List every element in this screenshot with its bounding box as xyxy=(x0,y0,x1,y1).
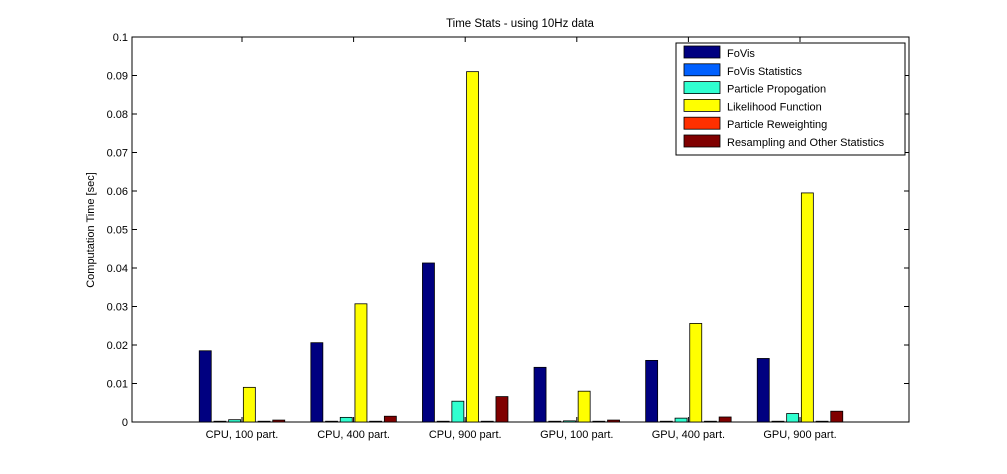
legend-swatch xyxy=(683,116,721,130)
y-tick-label: 0.06 xyxy=(107,186,128,198)
legend-label: Resampling and Other Statistics xyxy=(727,137,885,149)
bar-fovis-1 xyxy=(310,342,324,423)
bar-likelihood-function-2 xyxy=(466,71,479,423)
bar-particle-reweighting-0 xyxy=(257,420,271,423)
legend-swatch xyxy=(683,134,721,148)
bar-resampling-and-other-statistics-0 xyxy=(272,419,286,423)
bar-likelihood-function-3 xyxy=(577,390,591,423)
y-tick-label: 0.08 xyxy=(107,109,128,121)
bar-particle-propogation-1 xyxy=(339,416,353,423)
x-tick-label: GPU, 400 part. xyxy=(652,429,725,441)
bar-fovis-3 xyxy=(533,366,547,423)
bar-resampling-and-other-statistics-5 xyxy=(830,410,844,423)
y-axis-label: Computation Time [sec] xyxy=(85,172,97,288)
legend-label: FoVis xyxy=(727,48,755,60)
y-tick-label: 0.04 xyxy=(107,263,128,275)
bar-resampling-and-other-statistics-4 xyxy=(718,416,732,423)
legend-swatch xyxy=(683,81,721,94)
y-tick-label: 0.1 xyxy=(113,32,128,44)
legend-label: FoVis Statistics xyxy=(727,66,802,78)
bar-particle-propogation-3 xyxy=(563,420,576,423)
bar-particle-reweighting-1 xyxy=(369,420,383,423)
x-tick-label: GPU, 900 part. xyxy=(763,429,836,441)
y-tick-label: 0.02 xyxy=(107,340,128,352)
bar-particle-reweighting-3 xyxy=(592,420,606,423)
legend-label: Particle Propogation xyxy=(727,84,826,96)
bar-likelihood-function-1 xyxy=(354,303,368,423)
bar-series-group xyxy=(198,71,844,423)
x-tick-label: CPU, 400 part. xyxy=(317,429,390,441)
y-tick-label: 0.01 xyxy=(107,379,128,391)
bar-resampling-and-other-statistics-1 xyxy=(383,415,397,423)
bar-fovis-4 xyxy=(645,359,659,423)
y-tick-label: 0.05 xyxy=(107,225,128,237)
bar-particle-propogation-4 xyxy=(674,417,688,423)
bar-particle-reweighting-2 xyxy=(480,420,494,423)
y-axis: 0 0.01 0.02 0.03 0.04 0.05 0.06 0.07 0.08 0.09 0.1 xyxy=(107,32,909,429)
bar-fovis-statistics-5 xyxy=(771,420,785,423)
y-tick-label: 0.07 xyxy=(107,148,128,160)
bar-particle-propogation-5 xyxy=(786,413,800,423)
bar-fovis-statistics-4 xyxy=(659,420,673,423)
bar-resampling-and-other-statistics-2 xyxy=(495,396,509,423)
bar-particle-propogation-0 xyxy=(228,419,242,423)
bar-fovis-statistics-1 xyxy=(325,420,338,423)
y-tick-label: 0 xyxy=(122,417,128,429)
x-tick-label: CPU, 100 part. xyxy=(206,429,279,441)
legend-swatch xyxy=(683,45,721,59)
y-tick-label: 0.09 xyxy=(107,71,128,83)
legend: FoVis FoVis Statistics Particle Propogatio… xyxy=(675,42,906,156)
y-tick-label: 0.03 xyxy=(107,302,128,314)
bar-fovis-0 xyxy=(198,350,212,423)
x-tick-label: GPU, 100 part. xyxy=(540,429,613,441)
bar-fovis-5 xyxy=(756,358,770,423)
bar-likelihood-function-4 xyxy=(689,323,703,423)
x-axis: CPU, 100 part. CPU, 400 part. CPU, 900 par… xyxy=(206,37,837,441)
legend-label: Particle Reweighting xyxy=(727,119,827,131)
bar-likelihood-function-0 xyxy=(242,386,256,423)
chart-title: Time Stats - using 10Hz data xyxy=(446,18,594,30)
bar-fovis-statistics-3 xyxy=(548,420,562,423)
bar-particle-propogation-2 xyxy=(451,400,465,423)
x-tick-label: CPU, 900 part. xyxy=(429,429,502,441)
bar-resampling-and-other-statistics-3 xyxy=(607,419,620,423)
bar-fovis-2 xyxy=(422,262,435,423)
legend-label: Likelihood Function xyxy=(727,101,822,113)
bar-particle-reweighting-5 xyxy=(815,420,829,423)
bar-fovis-statistics-0 xyxy=(213,420,227,423)
bar-fovis-statistics-2 xyxy=(436,420,450,423)
legend-swatch xyxy=(683,99,721,112)
legend-swatch xyxy=(683,63,721,77)
bar-likelihood-function-5 xyxy=(800,192,814,423)
bar-particle-reweighting-4 xyxy=(704,420,717,423)
